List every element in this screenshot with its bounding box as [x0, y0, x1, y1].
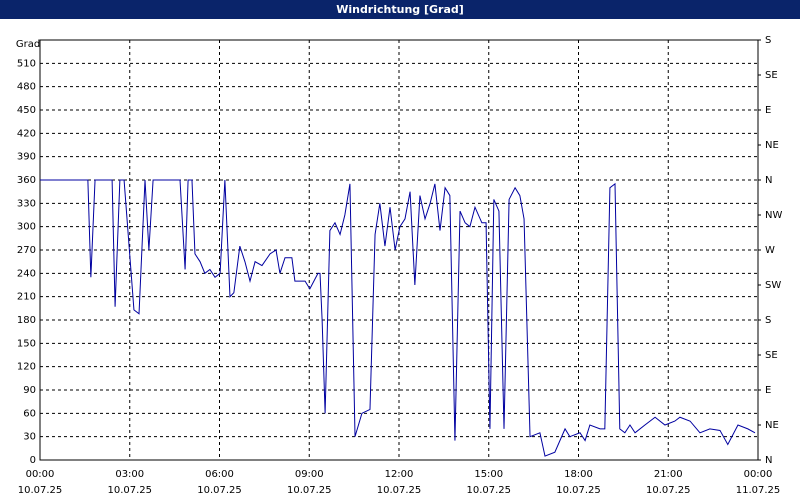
- y-tick-label: 90: [23, 385, 36, 396]
- y-tick-label: 450: [17, 105, 36, 116]
- y-tick-label: 330: [17, 198, 36, 209]
- y-tick-label: 300: [17, 222, 36, 233]
- title-bar: Windrichtung [Grad]: [0, 0, 800, 19]
- y-tick-label: 120: [17, 362, 36, 373]
- y-tick-label: 30: [23, 432, 36, 443]
- x-tick-label: 09:00: [295, 469, 324, 480]
- y2-tick-label: E: [765, 385, 771, 396]
- y-tick-label: 150: [17, 338, 36, 349]
- y2-tick-label: N: [765, 455, 772, 466]
- x-tick-label: 00:00: [26, 469, 55, 480]
- x-tick-label: 15:00: [474, 469, 503, 480]
- x-tick-label: 00:00: [744, 469, 773, 480]
- y-tick-label: 510: [17, 58, 36, 69]
- y2-tick-label: S: [765, 35, 771, 46]
- y-tick-label: 390: [17, 152, 36, 163]
- y-unit-label: Grad: [16, 39, 40, 50]
- y-tick-label: 480: [17, 82, 36, 93]
- data-line: [40, 179, 756, 457]
- x-tick-date: 11.07.25: [736, 485, 781, 496]
- y2-tick-label: SE: [765, 70, 778, 81]
- y-tick-label: 270: [17, 245, 36, 256]
- x-tick-date: 10.07.25: [287, 485, 332, 496]
- y2-tick-label: W: [765, 245, 775, 256]
- plot-frame: [39, 39, 759, 461]
- y-tick-label: 180: [17, 315, 36, 326]
- y-tick-label: 0: [30, 455, 36, 466]
- x-tick-label: 12:00: [385, 469, 414, 480]
- x-tick-label: 06:00: [205, 469, 234, 480]
- x-tick-label: 03:00: [115, 469, 144, 480]
- y2-tick-label: E: [765, 105, 771, 116]
- y2-tick-label: S: [765, 315, 771, 326]
- x-tick-date: 10.07.25: [466, 485, 511, 496]
- y2-tick-label: N: [765, 175, 772, 186]
- x-tick-label: 21:00: [654, 469, 683, 480]
- y2-tick-label: NE: [765, 140, 779, 151]
- y-tick-label: 210: [17, 292, 36, 303]
- y2-tick-label: NW: [765, 210, 782, 221]
- x-tick-label: 18:00: [564, 469, 593, 480]
- y-tick-label: 420: [17, 128, 36, 139]
- x-tick-date: 10.07.25: [377, 485, 422, 496]
- y2-tick-label: SE: [765, 350, 778, 361]
- chart: Grad 0 30 60 90 120 150 180 210 240 270 300 330 360 3…: [16, 35, 783, 496]
- y2-tick-label: SW: [765, 280, 781, 291]
- x-tick-date: 10.07.25: [646, 485, 691, 496]
- y2-tick-label: NE: [765, 420, 779, 431]
- y-tick-label: 240: [17, 268, 36, 279]
- x-tick-date: 10.07.25: [197, 485, 242, 496]
- x-tick-date: 10.07.25: [18, 485, 63, 496]
- y-tick-label: 60: [23, 408, 36, 419]
- x-tick-date: 10.07.25: [107, 485, 152, 496]
- x-tick-date: 10.07.25: [556, 485, 601, 496]
- y-tick-label: 360: [17, 175, 36, 186]
